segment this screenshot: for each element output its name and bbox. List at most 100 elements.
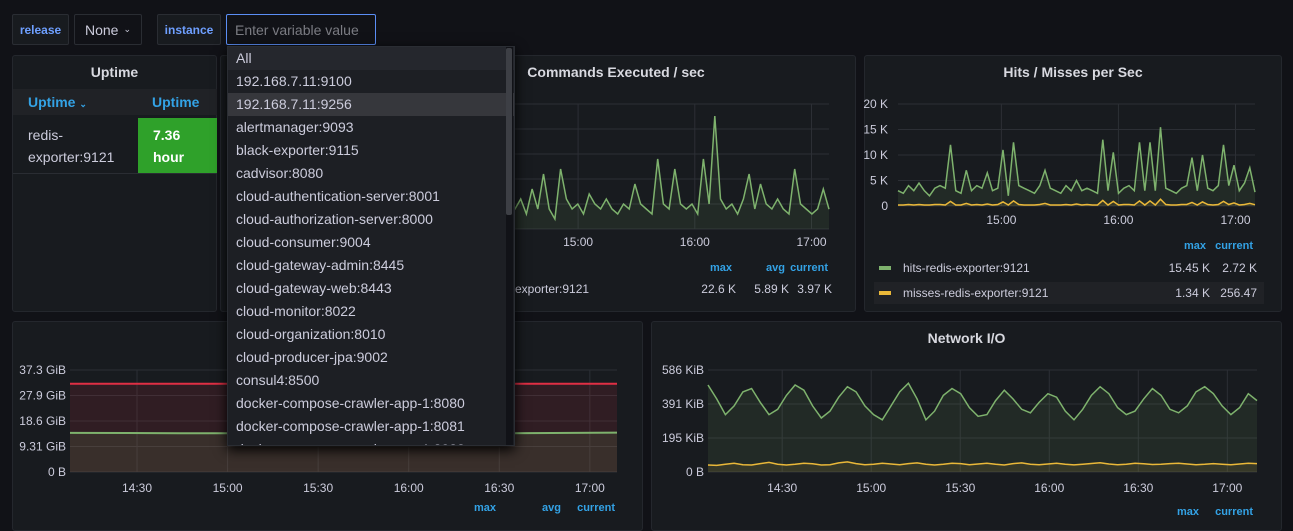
series-area — [708, 461, 1257, 472]
y-tick-label: 5 K — [870, 174, 888, 188]
series-line-1 — [707, 461, 1258, 467]
scrollbar-thumb[interactable] — [506, 48, 512, 215]
legend-value: 3.97 K — [797, 282, 832, 296]
instance-option[interactable]: All — [228, 47, 514, 70]
uptime-panel: Uptime Uptime ⌄ Uptime redis-exporter:91… — [12, 55, 217, 312]
y-tick-label: 195 KiB — [662, 431, 704, 445]
legend-row-bg — [874, 282, 1264, 304]
panel-title: Uptime — [90, 64, 139, 80]
legend-series-name[interactable]: exporter:9121 — [515, 282, 589, 296]
y-tick-label: 37.3 GiB — [19, 363, 66, 377]
hits-misses-panel: Hits / Misses per Sec — [864, 55, 1282, 312]
scrollbar-track[interactable] — [506, 47, 513, 445]
x-tick-label: 17:00 — [1220, 213, 1250, 227]
chevron-down-icon: ⌄ — [123, 24, 131, 34]
legend-value: 256.47 — [1220, 286, 1257, 300]
x-tick-label: 16:00 — [1103, 213, 1133, 227]
legend-header-current[interactable]: current — [1215, 240, 1253, 252]
panel-title: Hits / Misses per Sec — [1003, 64, 1143, 80]
network-panel: Network I/O — [651, 321, 1282, 531]
panel-title: Network I/O — [927, 330, 1006, 346]
x-tick-label: 15:30 — [945, 481, 975, 495]
y-tick-label: 27.9 GiB — [19, 389, 66, 403]
y-tick-label: 20 K — [863, 97, 888, 111]
y-tick-label: 15 K — [863, 123, 888, 137]
x-tick-label: 15:00 — [856, 481, 886, 495]
instance-option[interactable]: cloud-consumer:9004 — [236, 234, 371, 250]
column-label: Uptime — [28, 94, 76, 110]
uptime-value-cell: 7.36 hour — [138, 118, 217, 173]
legend-header-avg[interactable]: avg — [766, 262, 785, 274]
legend-value: 15.45 K — [1169, 261, 1210, 275]
legend-header-current[interactable]: current — [790, 262, 828, 274]
instance-option[interactable]: cloud-producer-jpa:9002 — [236, 349, 388, 365]
series-area — [898, 127, 1255, 206]
instance-option[interactable]: cloud-monitor:8022 — [236, 303, 356, 319]
instance-option[interactable]: docker-compose-crawler-app-1:8080 — [236, 395, 465, 411]
legend-header-max[interactable]: max — [474, 502, 497, 514]
panel-title: Commands Executed / sec — [527, 64, 705, 80]
legend-color-swatch — [879, 291, 891, 295]
instance-option[interactable]: cloud-gateway-web:8443 — [236, 280, 392, 296]
instance-option[interactable]: cloud-authorization-server:8000 — [236, 211, 433, 227]
legend-header-max[interactable]: max — [1177, 506, 1200, 518]
instance-option[interactable]: black-exporter:9115 — [236, 142, 359, 158]
y-tick-label: 0 B — [48, 465, 66, 479]
x-tick-label: 16:30 — [1123, 481, 1153, 495]
y-tick-label: 586 KiB — [662, 363, 704, 377]
series-line-0 — [707, 381, 1258, 422]
legend-value: 1.34 K — [1175, 286, 1210, 300]
x-tick-label: 17:00 — [796, 235, 826, 249]
instance-option[interactable]: alertmanager:9093 — [236, 119, 354, 135]
instance-option[interactable]: cloud-authentication-server:8001 — [236, 188, 440, 204]
series-line-1 — [898, 198, 1256, 207]
series-area — [708, 383, 1257, 472]
instance-option[interactable]: cadvisor:8080 — [236, 165, 324, 181]
legend-header-current[interactable]: current — [1215, 506, 1253, 518]
legend-header-avg[interactable]: avg — [542, 502, 561, 514]
series-line-0 — [474, 115, 830, 222]
series-area — [475, 116, 829, 229]
legend-header-max[interactable]: max — [1184, 240, 1207, 252]
release-value: None — [84, 21, 119, 38]
release-select[interactable]: None ⌄ — [74, 14, 142, 45]
y-tick-label: 10 K — [863, 148, 888, 162]
y-tick-label: 0 — [881, 199, 888, 213]
column-header-uptime[interactable]: Uptime — [152, 94, 200, 110]
x-tick-label: 17:00 — [1212, 481, 1242, 495]
instance-option[interactable]: cloud-gateway-admin:8445 — [236, 257, 405, 273]
release-variable-label: release — [12, 14, 69, 45]
legend-series-name[interactable]: hits-redis-exporter:9121 — [903, 261, 1030, 275]
x-tick-label: 16:00 — [1034, 481, 1064, 495]
network-chart: 14:30 15:00 15:30 16:00 16:30 17:00 0 B 195 KiB… — [662, 363, 1258, 518]
legend-series-name[interactable]: misses-redis-exporter:9121 — [903, 286, 1049, 300]
instance-dropdown: All 192.168.7.11:9100 192.168.7.11:9256 ale… — [227, 46, 515, 446]
instance-option[interactable]: 192.168.7.11:9256 — [228, 93, 514, 116]
x-tick-label: 15:30 — [303, 481, 333, 495]
x-tick-label: 17:00 — [575, 481, 605, 495]
instance-option[interactable]: docker-compose-crawler-app-1:8082 — [228, 438, 514, 445]
instance-option[interactable]: cloud-organization:8010 — [236, 326, 386, 342]
x-tick-label: 15:00 — [213, 481, 243, 495]
instance-input[interactable] — [226, 14, 376, 45]
instance-option[interactable]: 192.168.7.11:9100 — [236, 73, 352, 89]
legend-value: 5.89 K — [754, 282, 789, 296]
series-line-0 — [897, 127, 1256, 197]
y-tick-label: 391 KiB — [662, 397, 704, 411]
x-tick-label: 15:00 — [563, 235, 593, 249]
table-header: Uptime ⌄ Uptime — [13, 89, 217, 115]
legend-value: 2.72 K — [1222, 261, 1257, 275]
x-tick-label: 14:30 — [767, 481, 797, 495]
chevron-down-icon: ⌄ — [79, 99, 87, 109]
y-tick-label: 9.31 GiB — [19, 440, 66, 454]
legend-header-current[interactable]: current — [577, 502, 615, 514]
row-divider — [13, 173, 217, 174]
legend-header-max[interactable]: max — [710, 262, 733, 274]
instance-variable-label: instance — [157, 14, 221, 45]
column-header-uptime-sort[interactable]: Uptime ⌄ — [28, 94, 87, 110]
instance-option[interactable]: docker-compose-crawler-app-1:8081 — [236, 418, 465, 434]
instance-option[interactable]: consul4:8500 — [236, 372, 320, 388]
y-tick-label: 0 B — [686, 465, 704, 479]
legend-color-swatch — [879, 266, 891, 270]
